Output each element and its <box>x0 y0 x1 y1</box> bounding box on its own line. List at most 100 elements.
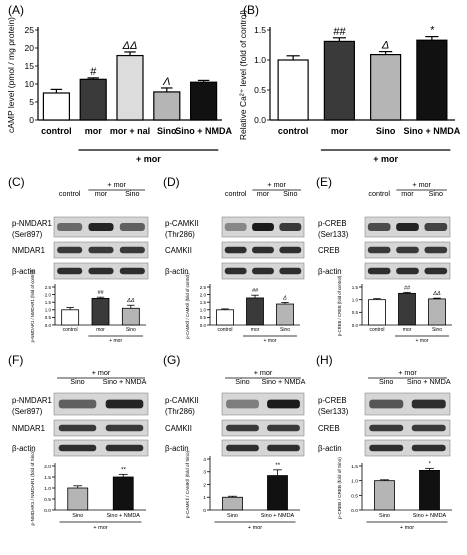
bar <box>277 59 309 121</box>
bar <box>222 496 243 511</box>
blot-band <box>224 223 247 231</box>
bar <box>419 469 440 511</box>
blot-band <box>411 424 446 432</box>
panel-label-E: (E) <box>316 175 332 189</box>
significance-marker: ΔΔ <box>126 298 135 304</box>
panel-label-D: (D) <box>163 175 180 189</box>
chart-p-camkii-ratio: 0.0 0.5 1.0 1.5 2.0 2.5 p-CAMKⅡ / CAMKⅡ (fold … <box>185 273 300 344</box>
panel-label-F: (F) <box>8 353 23 367</box>
y-tick-label: 0.0 <box>254 115 266 125</box>
blot-band <box>367 267 391 275</box>
blot-band <box>252 246 274 254</box>
western-blot-C: control mor Sino+ mor p-NMDAR1 (Ser897) NMDAR… <box>12 180 149 280</box>
blot-row-label: p-NMDAR1 <box>12 219 52 228</box>
category-label: Sino <box>432 327 442 333</box>
blot-band <box>267 399 300 409</box>
lane-label: control <box>59 189 81 198</box>
western-blot-G: Sino Sino + NMDA+ mor p-CAMKII (Thr286) CAMK… <box>165 368 306 457</box>
blot-row-label: (Ser133) <box>318 230 349 239</box>
blot-band <box>88 246 114 254</box>
bar <box>79 78 107 121</box>
chart-calcium-level: 0.0 0.5 1.0 1.5 Relative Ca²⁺ level (fold of… <box>238 10 461 164</box>
lane-label: mor <box>257 189 270 198</box>
bar <box>61 309 80 326</box>
group-label: + mor <box>248 525 262 531</box>
bar <box>323 40 355 121</box>
y-tick-label: 2.5 <box>200 285 207 290</box>
y-tick-label: 0 <box>29 115 34 125</box>
y-tick-label: 1.5 <box>200 300 207 305</box>
group-label: + mor <box>416 338 429 344</box>
lane-label: Sino <box>283 189 297 198</box>
category-label: Sino + NMDA <box>261 513 295 519</box>
blot-row-label: p-NMDAR1 <box>12 396 52 405</box>
y-axis-label: p-CAMKⅡ / CAMKⅡ (fold of Sino) <box>185 450 190 518</box>
y-tick-label: 1.5 <box>254 25 266 35</box>
blot-band <box>396 246 419 254</box>
blot-band <box>279 246 302 254</box>
chart-p-creb-ratio: 0.0 0.5 1.0 1.5 p-CREB / CREB (fold of contr… <box>337 275 452 344</box>
lane-label: mor <box>95 189 108 198</box>
blot-row-label: (Thr286) <box>165 407 195 416</box>
western-blot-F: Sino Sino + NMDA+ mor p-NMDAR1 (Ser897) NMDA… <box>12 368 149 457</box>
blot-band <box>119 246 145 254</box>
y-tick-label: 0.0 <box>352 323 359 328</box>
blot-band <box>58 444 97 452</box>
y-tick-label: 1.5 <box>351 464 358 470</box>
blot-band <box>424 267 448 275</box>
blot-band <box>226 444 259 452</box>
significance-marker: * <box>428 461 431 467</box>
lane-label: Sino <box>235 377 249 386</box>
blot-band <box>57 223 83 231</box>
category-label: Sino <box>379 513 390 519</box>
panel-label-B: (B) <box>243 3 259 17</box>
y-tick-label: 1.5 <box>44 475 51 481</box>
category-label: mor <box>96 327 105 333</box>
mor-label: + mor <box>412 180 431 189</box>
blot-row-label: (Ser897) <box>12 407 43 416</box>
blot-row-label: β-actin <box>12 444 36 453</box>
blot-band <box>252 267 274 275</box>
blot-row-label: β-actin <box>318 444 342 453</box>
blot-band <box>105 444 144 452</box>
blot-row-label: (Ser133) <box>318 407 349 416</box>
blot-row-label: β-actin <box>165 444 189 453</box>
significance-marker: ΔΔ <box>122 40 138 52</box>
mor-label: + mor <box>267 180 286 189</box>
bar <box>91 297 110 326</box>
bar <box>190 81 218 121</box>
blot-band <box>224 246 247 254</box>
blot-row-label: p-CAMKII <box>165 396 199 405</box>
blot-row-label: β-actin <box>165 267 189 276</box>
category-label: mor <box>403 327 412 333</box>
y-tick-label: 10 <box>25 79 35 89</box>
bar <box>398 292 416 326</box>
y-tick-label: 25 <box>25 25 35 35</box>
lane-label: mor <box>401 189 414 198</box>
bar <box>42 92 71 121</box>
blot-strip <box>364 439 451 457</box>
y-tick-label: 0.5 <box>45 315 52 320</box>
bar <box>153 91 181 121</box>
blot-row-label: p-CAMKII <box>165 219 199 228</box>
blot-strip <box>53 439 149 457</box>
blot-row-label: CAMKII <box>165 424 192 433</box>
blot-band <box>396 223 419 231</box>
y-axis-label: p-CAMKⅡ / CAMKⅡ (fold of control) <box>185 273 190 339</box>
western-blot-E: control mor Sino+ mor p-CREB (Ser133) CREB β-a… <box>318 180 451 280</box>
bar <box>246 297 264 326</box>
blot-band <box>224 267 247 275</box>
category-label: mor <box>251 327 260 333</box>
mor-label: + mor <box>254 368 273 377</box>
panel-label-C: (C) <box>8 175 25 189</box>
lane-label: Sino + NMDA <box>103 377 147 386</box>
blot-strip <box>364 392 451 416</box>
mor-label: + mor <box>107 180 126 189</box>
y-tick-label: 1.0 <box>44 486 51 492</box>
western-blot-H: Sino Sino + NMDA+ mor p-CREB (Ser133) CREB β-… <box>318 368 451 457</box>
bar <box>374 480 395 511</box>
blot-band <box>58 424 97 432</box>
mor-label: + mor <box>92 368 111 377</box>
y-axis-label: Relative Ca²⁺ level (fold of control) <box>238 10 248 140</box>
blot-band <box>411 444 446 452</box>
